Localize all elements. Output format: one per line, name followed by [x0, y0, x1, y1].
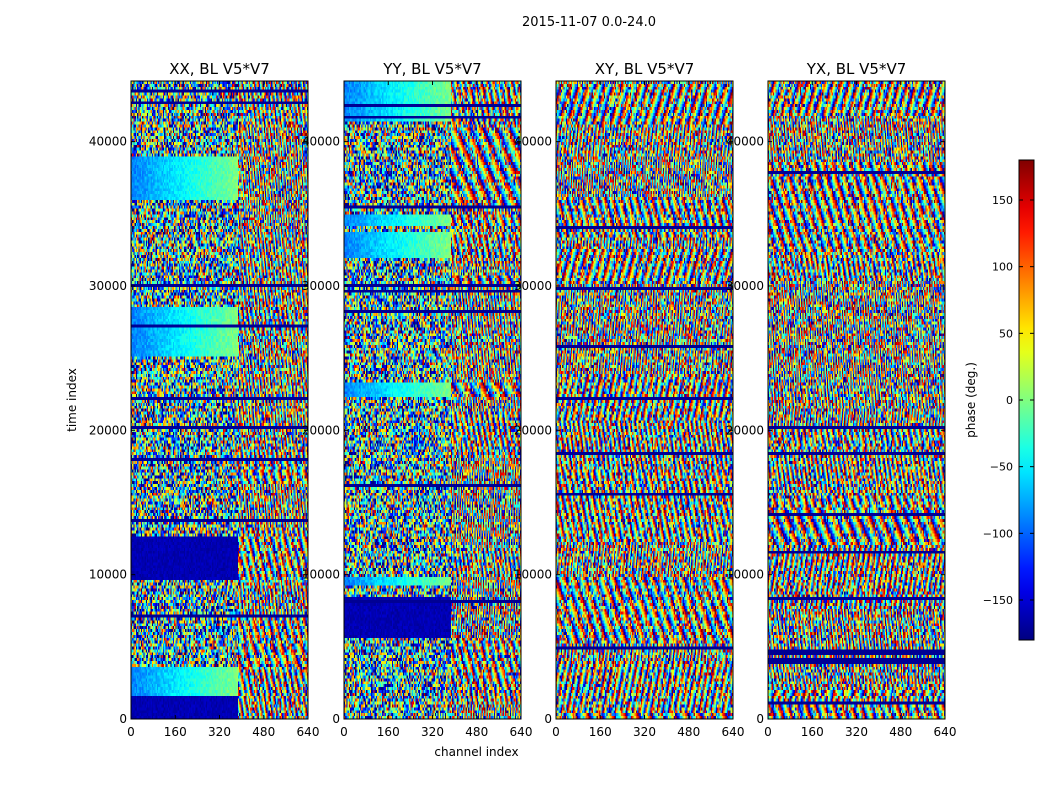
ytick-label: 40000 [514, 135, 552, 149]
colorbar-label: phase (deg.) [964, 362, 978, 438]
ylabel: time index [65, 368, 79, 432]
xtick-label: 160 [801, 725, 824, 739]
heatmap-image-3 [768, 81, 945, 719]
ytick-label: 30000 [302, 279, 340, 293]
ytick-label: 20000 [89, 423, 127, 437]
panel-title-1: YY, BL V5*V7 [382, 60, 481, 78]
panel-title-3: YX, BL V5*V7 [806, 60, 907, 78]
panel-title-0: XX, BL V5*V7 [169, 60, 270, 78]
xtick-label: 320 [845, 725, 868, 739]
ytick-label: 10000 [89, 568, 127, 582]
xtick-label: 480 [677, 725, 700, 739]
xtick-label: 480 [889, 725, 912, 739]
ytick-label: 40000 [89, 135, 127, 149]
ytick-label: 0 [332, 712, 340, 726]
ytick-label: 20000 [514, 423, 552, 437]
colorbar-tick-label: −50 [990, 461, 1013, 474]
ytick-label: 20000 [726, 423, 764, 437]
colorbar-tick-label: 150 [992, 194, 1013, 207]
xtick-label: 640 [722, 725, 745, 739]
xtick-label: 320 [421, 725, 444, 739]
xtick-label: 160 [164, 725, 187, 739]
xtick-label: 0 [340, 725, 348, 739]
ytick-label: 10000 [302, 568, 340, 582]
colorbar-tick-label: −150 [983, 594, 1013, 607]
xtick-label: 640 [934, 725, 957, 739]
ytick-label: 0 [119, 712, 127, 726]
ytick-label: 30000 [89, 279, 127, 293]
heatmap-image-1 [344, 81, 521, 719]
xtick-label: 160 [589, 725, 612, 739]
xtick-label: 0 [764, 725, 772, 739]
xtick-label: 480 [252, 725, 275, 739]
xtick-label: 480 [465, 725, 488, 739]
xtick-label: 160 [377, 725, 400, 739]
figure-suptitle: 2015-11-07 0.0-24.0 [522, 15, 656, 30]
ytick-label: 20000 [302, 423, 340, 437]
colorbar-tick-label: 50 [999, 327, 1013, 340]
xtick-label: 640 [510, 725, 533, 739]
xtick-label: 0 [127, 725, 135, 739]
xtick-label: 640 [297, 725, 320, 739]
ytick-label: 30000 [726, 279, 764, 293]
ytick-label: 30000 [514, 279, 552, 293]
xlabel: channel index [434, 745, 518, 759]
colorbar-tick-label: −100 [983, 527, 1013, 540]
panel-title-2: XY, BL V5*V7 [595, 60, 695, 78]
ytick-label: 40000 [302, 135, 340, 149]
panel-1: YY, BL V5*V7 0 160 320 480 640 0 10000 20000 3000… [302, 60, 533, 759]
ytick-label: 10000 [726, 568, 764, 582]
xtick-label: 320 [633, 725, 656, 739]
ytick-label: 10000 [514, 568, 552, 582]
panel-0: XX, BL V5*V7 0 160 320 480 640 0 10000 20000 3000… [65, 60, 319, 739]
colorbar-tick-label: 0 [1006, 394, 1013, 407]
colorbar-group: −150 −100 −50 0 50 100 150 phase (deg.) [964, 159, 1035, 641]
xtick-label: 0 [552, 725, 560, 739]
ytick-label: 0 [756, 712, 764, 726]
panel-3: YX, BL V5*V7 0 160 320 480 640 0 10000 20000 3000… [726, 60, 957, 739]
panels-group: XX, BL V5*V7 0 160 320 480 640 0 10000 20000 3000… [65, 60, 956, 759]
ytick-label: 40000 [726, 135, 764, 149]
colorbar-tick-label: 100 [992, 261, 1013, 274]
heatmap-image-0 [131, 81, 308, 719]
heatmap-image-2 [556, 81, 733, 719]
panel-2: XY, BL V5*V7 0 160 320 480 640 0 10000 20000 3000… [514, 60, 745, 739]
xtick-label: 320 [208, 725, 231, 739]
ytick-label: 0 [544, 712, 552, 726]
